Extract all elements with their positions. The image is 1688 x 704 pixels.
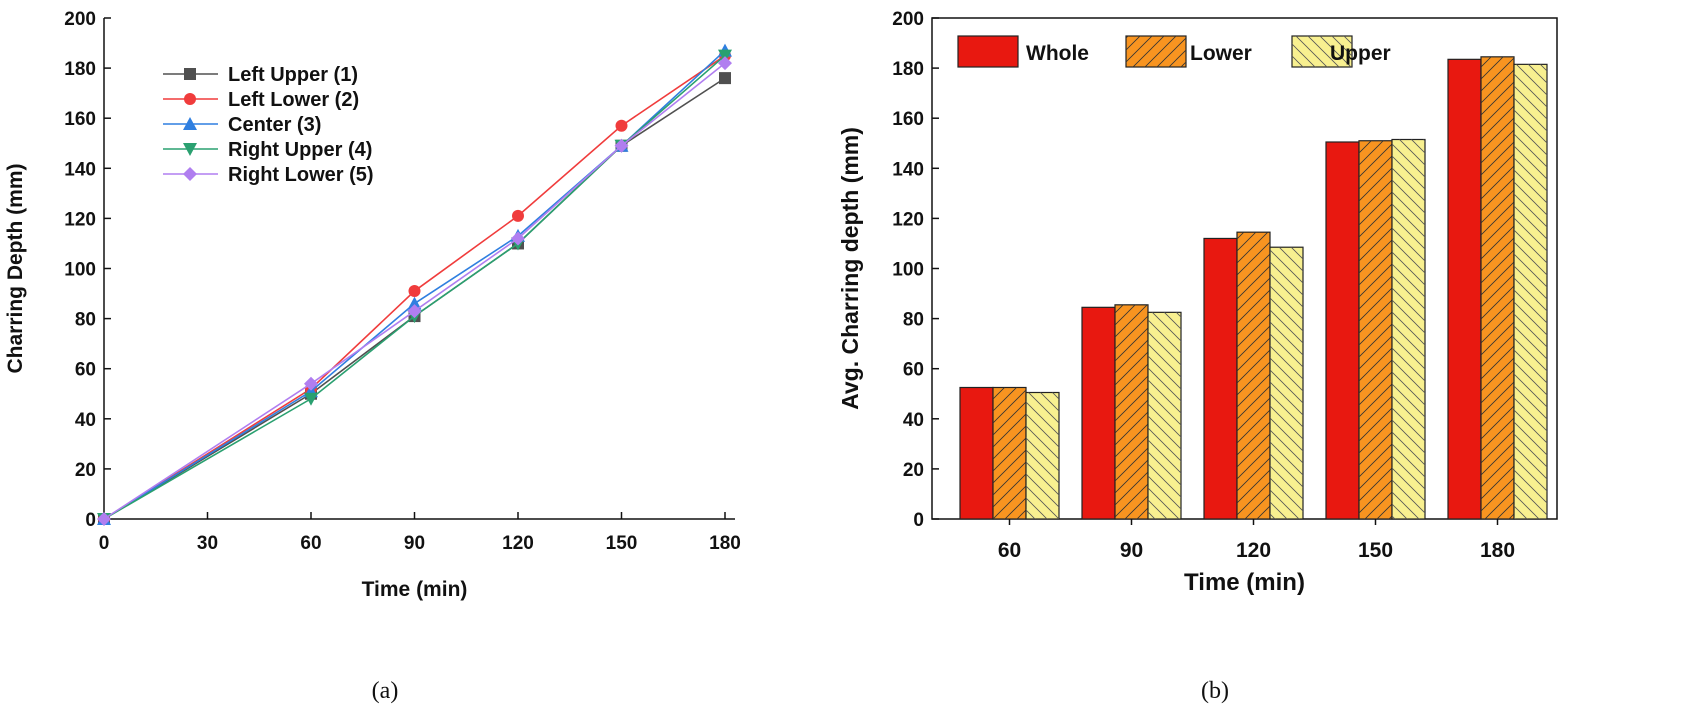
series-line xyxy=(103,54,726,520)
series-1 xyxy=(98,49,731,525)
marker-diamond xyxy=(97,512,111,526)
marker-diamond xyxy=(183,167,197,181)
y-tick-label: 40 xyxy=(903,410,924,431)
y-tick-label: 140 xyxy=(64,159,96,180)
legend-label: Upper xyxy=(1330,42,1391,65)
series-4 xyxy=(97,56,732,526)
y-axis-label: Avg. Charring depth (mm) xyxy=(837,127,863,410)
x-tick-label: 90 xyxy=(404,533,425,554)
bar-hatch xyxy=(1026,392,1059,519)
bar-whole xyxy=(1325,141,1360,520)
x-tick-label: 150 xyxy=(606,533,638,554)
legend-hatch xyxy=(1292,36,1352,67)
y-tick-label: 100 xyxy=(892,260,924,281)
bar-hatch xyxy=(1237,232,1270,520)
legend-label: Left Lower (2) xyxy=(228,89,359,111)
x-tick-label: 120 xyxy=(1236,539,1271,562)
x-tick-label: 60 xyxy=(998,539,1021,562)
y-tick-label: 20 xyxy=(75,460,96,481)
y-tick-label: 200 xyxy=(892,9,924,30)
y-tick-label: 60 xyxy=(75,360,96,381)
series-line xyxy=(103,62,726,520)
y-tick-label: 100 xyxy=(64,260,96,281)
bar-whole xyxy=(1447,58,1482,520)
x-tick-label: 90 xyxy=(1120,539,1143,562)
bar-hatch xyxy=(1514,64,1547,519)
y-tick-label: 140 xyxy=(892,159,924,180)
y-tick-label: 180 xyxy=(64,59,96,80)
bar-whole xyxy=(959,386,994,520)
x-axis-label: Time (min) xyxy=(362,578,468,601)
x-tick-label: 120 xyxy=(502,533,534,554)
y-tick-label: 40 xyxy=(75,410,96,431)
marker-triangle-up xyxy=(183,117,197,130)
bar-hatch xyxy=(1481,56,1514,519)
marker-circle xyxy=(512,209,524,222)
y-tick-label: 200 xyxy=(64,9,96,30)
marker-diamond xyxy=(407,304,422,319)
marker-circle xyxy=(184,93,196,105)
marker-diamond xyxy=(304,376,318,391)
marker-diamond xyxy=(614,138,629,153)
bar-hatch xyxy=(1270,247,1303,519)
bar-hatch xyxy=(993,387,1026,519)
y-tick-label: 80 xyxy=(903,310,924,331)
legend-label: Right Upper (4) xyxy=(228,139,372,161)
y-tick-label: 120 xyxy=(892,209,924,230)
bar-whole xyxy=(1081,306,1116,520)
bar-hatch xyxy=(1392,139,1425,519)
x-tick-label: 180 xyxy=(709,533,741,554)
caption: (a) xyxy=(372,678,399,704)
marker-triangle-up xyxy=(407,296,422,310)
series-line xyxy=(103,49,726,520)
x-tick-label: 30 xyxy=(197,533,218,554)
y-tick-label: 0 xyxy=(913,510,924,531)
y-axis-label: Charring Depth (mm) xyxy=(4,164,27,374)
y-tick-label: 0 xyxy=(85,510,96,531)
marker-triangle-down xyxy=(718,49,732,63)
legend-label: Left Upper (1) xyxy=(228,64,358,86)
bar-hatch xyxy=(1148,312,1181,519)
x-tick-label: 180 xyxy=(1480,539,1515,562)
legend-swatch xyxy=(957,35,1019,68)
y-tick-label: 120 xyxy=(64,209,96,230)
legend-hatch xyxy=(1126,36,1186,67)
y-tick-label: 180 xyxy=(892,59,924,80)
x-tick-label: 60 xyxy=(300,533,321,554)
bar-whole xyxy=(1203,237,1238,520)
marker-triangle-down xyxy=(183,143,197,156)
legend-label: Whole xyxy=(1026,42,1089,65)
marker-diamond xyxy=(718,56,732,71)
y-tick-label: 160 xyxy=(64,109,96,130)
y-tick-label: 60 xyxy=(903,360,924,381)
marker-circle xyxy=(408,285,421,298)
legend-label: Right Lower (5) xyxy=(228,164,374,186)
bar-hatch xyxy=(1359,140,1392,519)
chart-b: 0 20 40 60 80 100 120 140 160 180 200 60 90 120 150 180… xyxy=(837,9,1558,704)
marker-triangle-down xyxy=(304,392,318,406)
series-line xyxy=(103,54,726,520)
bar-hatch xyxy=(1115,304,1148,519)
marker-square xyxy=(719,72,731,85)
legend-label: Center (3) xyxy=(228,114,321,136)
chart-a: 0 20 40 60 80 100 120 140 160 180 200 0 30 60 90 120 150… xyxy=(4,9,741,704)
legend-label: Lower xyxy=(1190,42,1252,65)
y-tick-label: 160 xyxy=(892,109,924,130)
x-axis-label: Time (min) xyxy=(1184,569,1305,596)
marker-square xyxy=(184,68,196,80)
caption: (b) xyxy=(1201,678,1229,704)
y-tick-label: 20 xyxy=(903,460,924,481)
x-tick-label: 0 xyxy=(99,533,110,554)
marker-diamond xyxy=(511,231,525,246)
y-tick-label: 80 xyxy=(75,310,96,331)
marker-circle xyxy=(615,119,628,132)
x-tick-label: 150 xyxy=(1358,539,1393,562)
